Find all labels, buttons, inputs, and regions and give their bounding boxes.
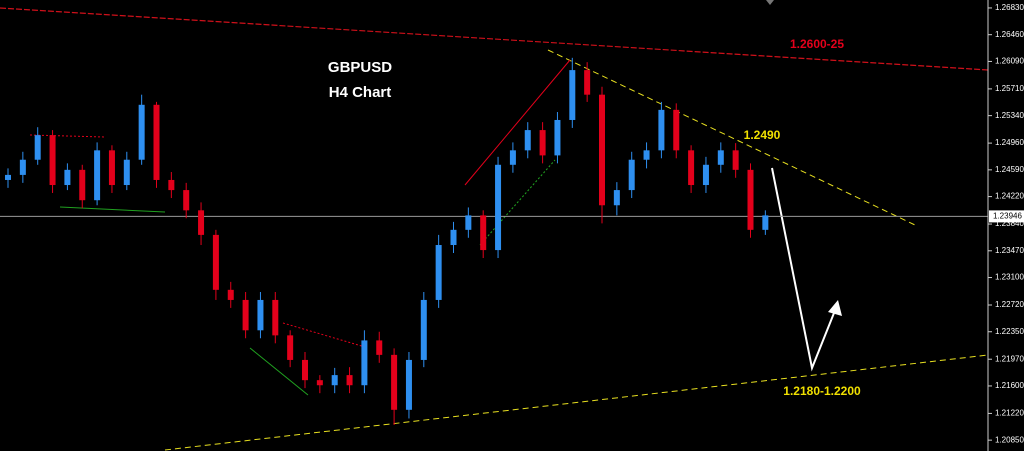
candle-body	[717, 150, 724, 165]
candle-body	[5, 174, 11, 180]
candle-body	[465, 215, 472, 230]
candle-body	[287, 335, 294, 360]
helper-line	[479, 159, 556, 246]
y-tick-label: 1.26090	[995, 57, 1024, 66]
annotation: 1.2180-1.2200	[783, 384, 861, 398]
candle-body	[64, 169, 71, 186]
y-tick-label: 1.25340	[995, 111, 1024, 120]
candle-body	[569, 70, 576, 120]
candle-body	[242, 299, 249, 331]
candle-body	[450, 229, 457, 246]
price-label: 1.23946	[993, 212, 1022, 221]
arrow-head	[828, 300, 842, 316]
y-tick-label: 1.22350	[995, 327, 1024, 336]
y-tick-label: 1.21600	[995, 381, 1024, 390]
forecast-arrow	[771, 167, 837, 372]
y-tick-label: 1.24960	[995, 138, 1024, 147]
candle-body	[19, 159, 26, 175]
y-tick-label: 1.23470	[995, 246, 1024, 255]
marker	[766, 0, 774, 5]
candle-body	[539, 130, 546, 156]
candle-body	[673, 109, 680, 151]
candle-body	[554, 119, 561, 156]
candle-body	[376, 340, 383, 355]
candle-body	[361, 340, 368, 386]
candle-body	[227, 289, 234, 300]
candle-body	[94, 150, 101, 201]
candle-body	[613, 190, 620, 206]
candle-body	[702, 164, 709, 186]
candle-body	[212, 234, 219, 290]
helper-line	[59, 206, 166, 213]
candle-body	[509, 150, 516, 165]
helper-line	[29, 134, 106, 138]
helper-line	[282, 322, 366, 348]
candle-body	[628, 159, 635, 191]
chart-subtitle: H4 Chart	[329, 84, 392, 101]
candle-body	[658, 109, 665, 151]
candle-body	[762, 215, 769, 230]
y-tick-label: 1.24590	[995, 165, 1024, 174]
candle-body	[153, 104, 160, 180]
downtrend-line	[547, 49, 916, 226]
price-tag	[989, 210, 1024, 223]
candle-body	[732, 150, 739, 170]
candle-body	[108, 150, 115, 186]
candle-body	[302, 359, 308, 381]
candle-body	[420, 299, 427, 360]
candle-body	[183, 190, 190, 211]
candle-body	[49, 135, 56, 186]
candle-body	[123, 159, 130, 186]
candle-body	[391, 354, 398, 410]
candle-body	[34, 135, 41, 160]
candle-body	[524, 130, 531, 151]
annotation: 1.2600-25	[790, 37, 844, 51]
candle-body	[316, 380, 323, 386]
resistance-line	[0, 7, 989, 71]
candle-body	[198, 210, 205, 235]
helper-line	[464, 59, 571, 186]
candle-body	[747, 169, 754, 230]
y-tick-label: 1.24220	[995, 192, 1024, 201]
y-tick-label: 1.23100	[995, 273, 1024, 282]
candle-body	[599, 94, 605, 206]
y-tick-label: 1.26830	[995, 3, 1024, 12]
candle-body	[480, 215, 487, 251]
y-tick-label: 1.21970	[995, 354, 1024, 363]
candle-body	[138, 104, 145, 160]
y-tick-label: 1.22720	[995, 300, 1024, 309]
candle-body	[79, 169, 86, 201]
y-tick-label: 1.23840	[995, 219, 1024, 228]
y-tick-label: 1.20850	[995, 435, 1024, 444]
y-tick-label: 1.26460	[995, 30, 1024, 39]
y-tick-label: 1.21220	[995, 409, 1024, 418]
support-line	[164, 354, 989, 451]
candle-body	[405, 359, 412, 410]
candle-body	[435, 245, 442, 300]
annotation: 1.2490	[744, 128, 781, 142]
candle-body	[495, 164, 502, 251]
helper-line	[249, 347, 309, 396]
candle-body	[643, 150, 650, 160]
candle-body	[688, 150, 695, 186]
chart-title: GBPUSD	[328, 59, 392, 76]
y-tick-label: 1.25710	[995, 84, 1024, 93]
candle-body	[257, 299, 264, 331]
candle-body	[272, 299, 279, 336]
candle-body	[346, 375, 353, 386]
candle-body	[331, 375, 338, 386]
candle-body	[168, 179, 175, 191]
candle-body	[584, 70, 591, 95]
